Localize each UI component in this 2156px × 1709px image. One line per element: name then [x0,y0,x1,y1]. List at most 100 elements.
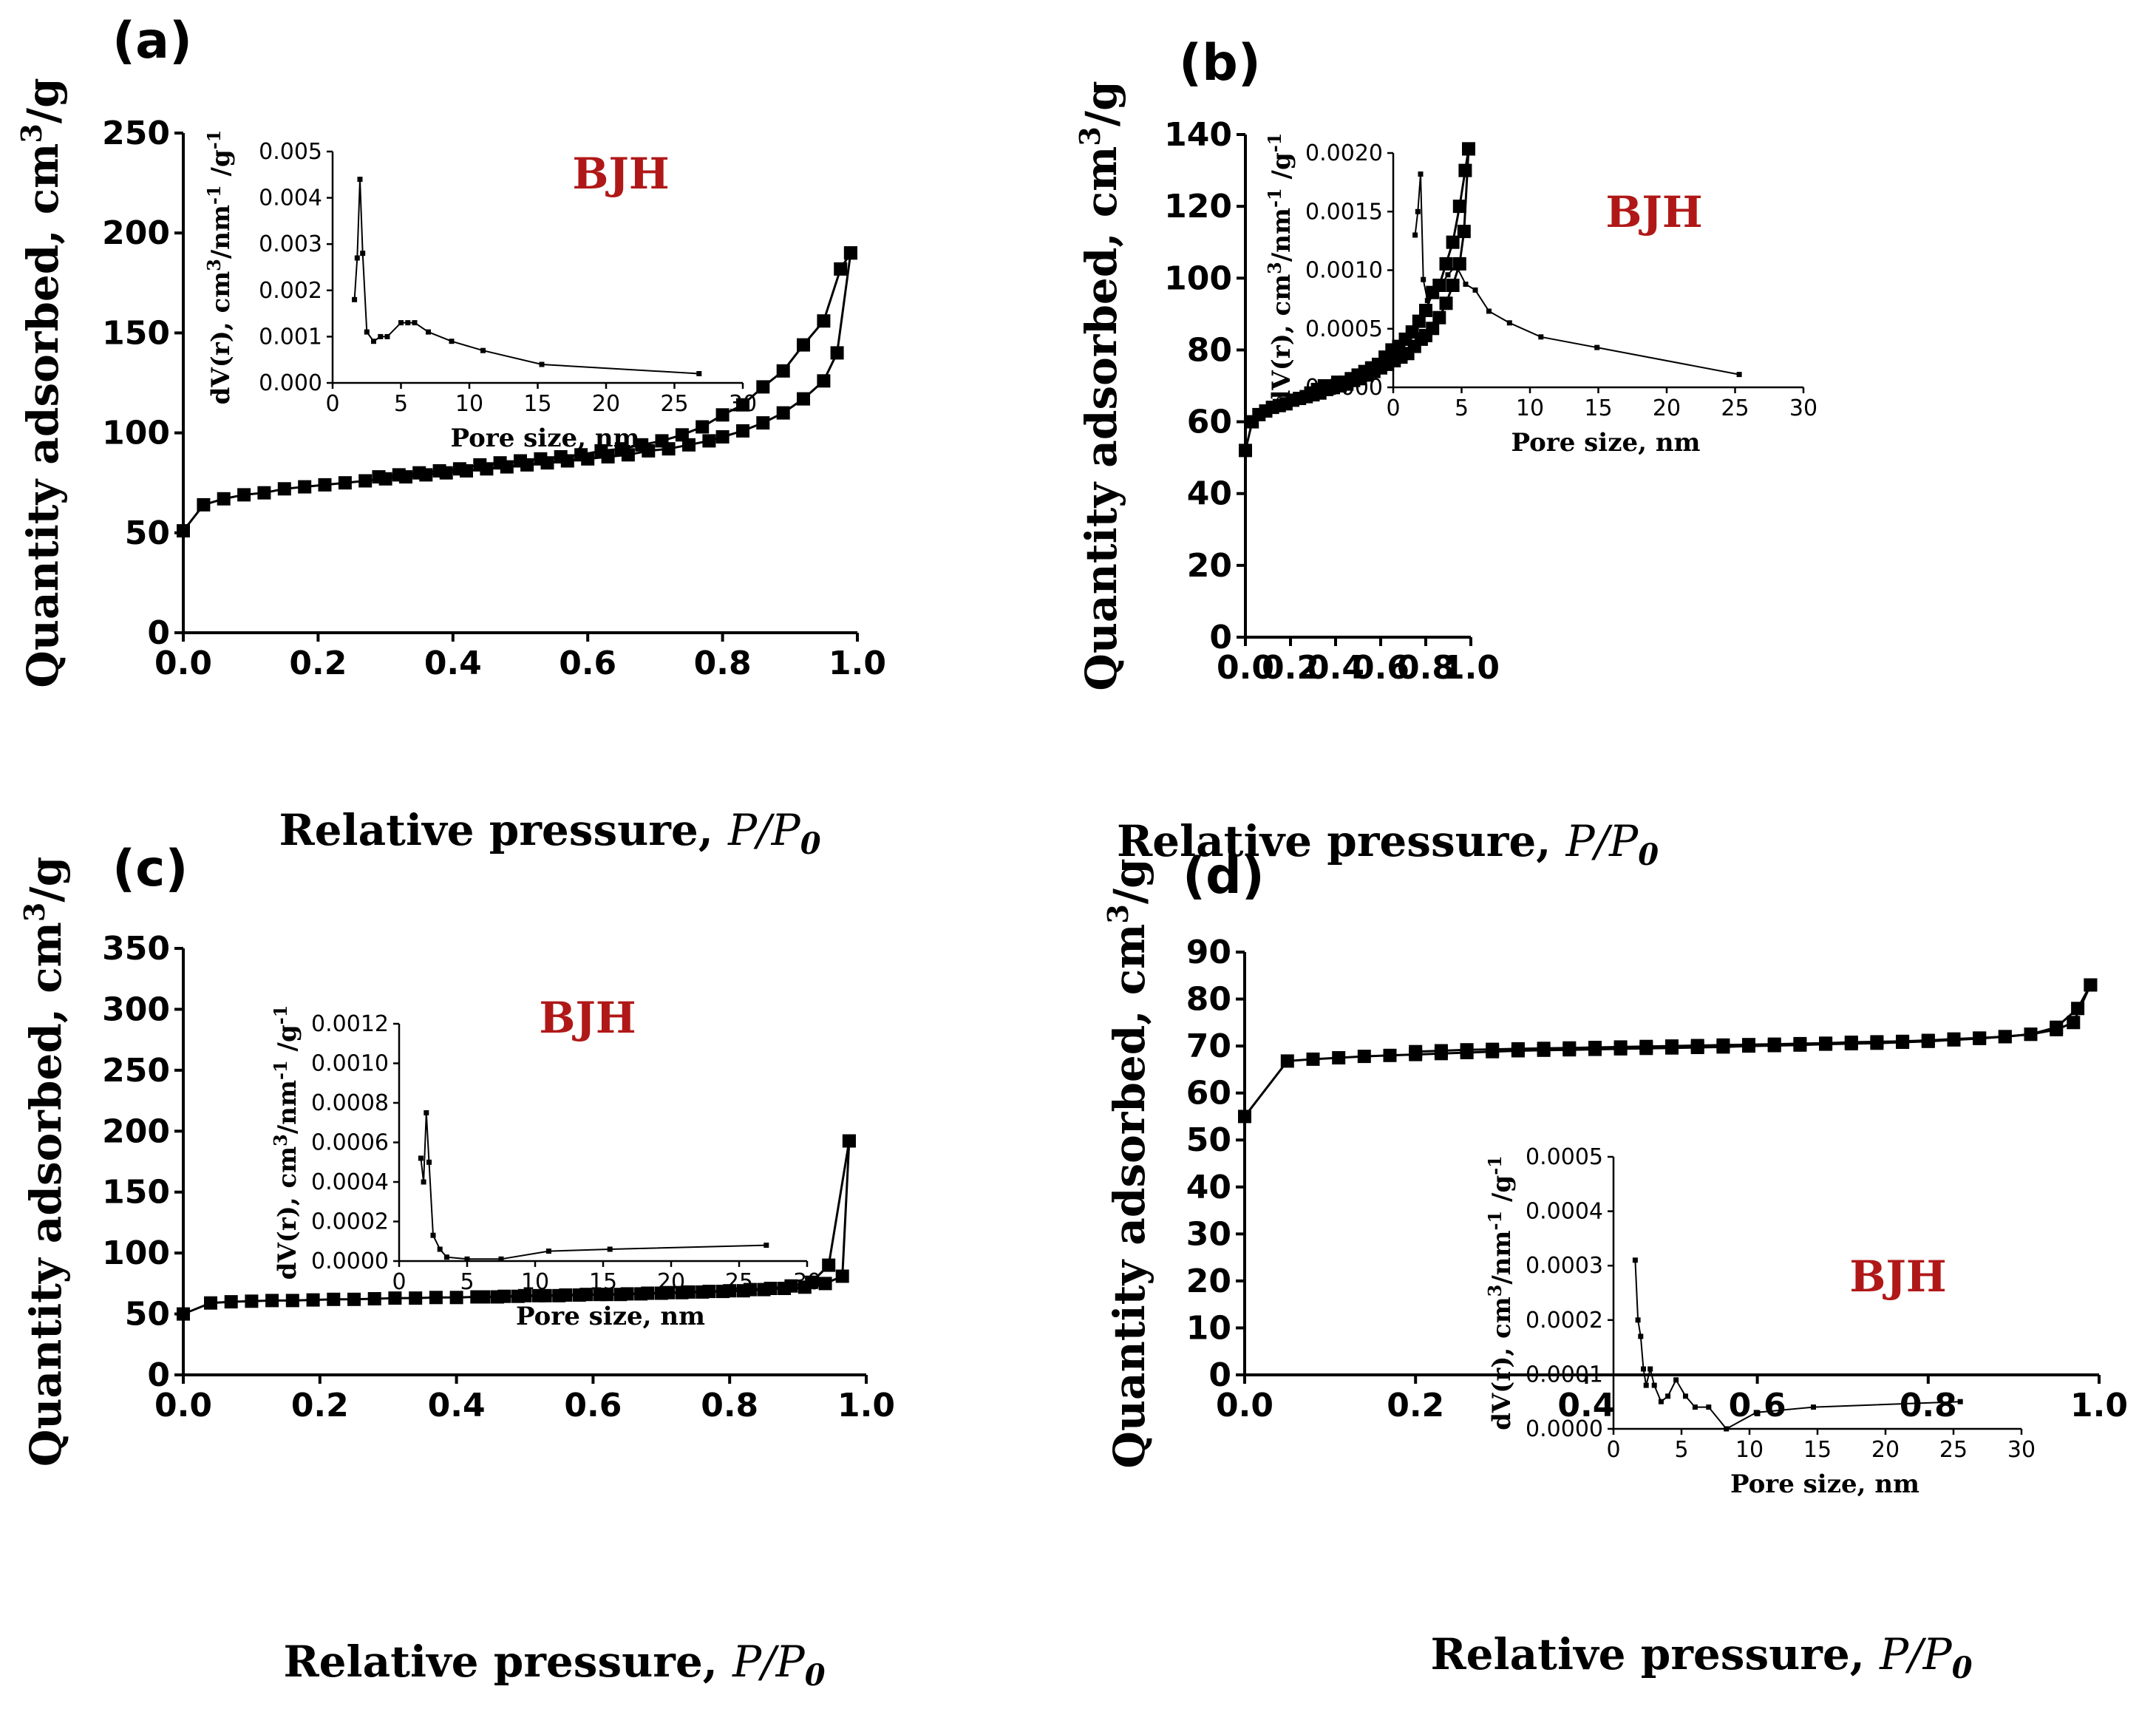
inset-y-label-text: dV(r), cm [273,1146,302,1280]
inset-pore-distribution-marker [1415,208,1421,214]
inset-pore-distribution-marker [1432,293,1437,299]
adsorption-marker [306,1293,320,1307]
main-x-tick-label: 0.2 [289,645,347,682]
main-y-tick-label: 20 [1186,1263,1231,1300]
inset-x-tick-label: 15 [1803,1437,1832,1463]
inset-pore-distribution-marker [1594,344,1600,350]
adsorption-marker [1280,1054,1294,1068]
main-y-tick-label: 100 [102,1234,170,1272]
inset-y-label-sup: 3 [270,1134,291,1146]
inset-x-tick-label: 10 [521,1269,549,1295]
y-axis-label-sup: 3 [1101,904,1135,923]
y-axis-label: Quantity adsorbed, cm3/g [1101,858,1154,1468]
inset-pore-distribution-marker [418,1155,424,1161]
desorption-marker [1947,1032,1961,1046]
adsorption-marker [1239,444,1252,458]
desorption-marker [1767,1037,1781,1051]
inset-y-label-mid: /nm [1487,1230,1517,1284]
desorption-marker [1460,1043,1474,1057]
main-x-tick-label: 0.4 [1557,1387,1615,1424]
inset-x-tick-label: 25 [660,391,688,417]
inset-pore-distribution-marker [1753,1410,1759,1416]
main-x-tick-label: 0.2 [1262,649,1319,687]
inset-y-tick-label: 0.0015 [1305,199,1383,225]
inset-pore-distribution-marker [354,255,360,261]
desorption-marker [702,1285,716,1299]
adsorption-marker [224,1295,238,1309]
inset-y-label-tail: /g [1487,1175,1517,1211]
desorption-marker [1446,235,1460,249]
x-axis-label-sub: 0 [1638,837,1659,872]
desorption-marker [696,420,710,434]
main-x-tick-label: 0.8 [701,1387,758,1424]
x-axis-label-sub: 0 [800,826,821,861]
adsorption-marker [756,416,770,430]
desorption-marker [579,1288,594,1302]
desorption-marker [1690,1039,1704,1053]
inset-x-tick-label: 10 [1735,1437,1764,1463]
inset-pore-distribution-marker [398,320,404,326]
inset-y-label-text: dV(r), cm [1267,274,1296,408]
desorption-marker [817,314,831,328]
desorption-marker [2024,1027,2038,1042]
inset-y-tick-label: 0.0002 [1526,1308,1603,1333]
adsorption-marker [1357,1050,1371,1064]
inset-pore-distribution-marker [1665,1393,1671,1399]
x-axis-label-text: Relative pressure, [1117,816,1566,866]
inset-y-label-text: dV(r), cm [1487,1297,1517,1430]
desorption-marker [1716,1038,1730,1052]
x-axis-label: Relative pressure, P/P0 [283,1637,825,1693]
y-axis-label-tail: /g [18,78,68,123]
inset-pore-distribution-marker [1486,308,1492,314]
panel-b: (b)0.00.20.40.60.81.0020406080100120140R… [1073,34,1817,872]
inset-y-axis-label: dV(r), cm3/nm-1 /g-1 [270,1005,302,1280]
main-y-tick-label: 20 [1187,547,1232,585]
inset-pore-distribution-marker [1811,1404,1816,1410]
desorption-marker [675,428,689,442]
inset-pore-distribution-marker [384,333,390,339]
inset-x-tick-label: 15 [589,1269,617,1295]
adsorption-marker [367,1292,381,1305]
inset-y-tick-label: 0.0005 [1305,316,1383,342]
inset-pore-distribution-marker [1638,1333,1644,1339]
main-y-tick-label: 300 [102,991,170,1028]
inset-y-tick-label: 0.0005 [1526,1144,1603,1170]
inset-pore-distribution-marker [1453,262,1459,268]
inset-x-tick-label: 25 [1939,1437,1968,1463]
desorption-marker [1462,142,1475,156]
desorption-marker [715,408,730,422]
desorption-marker [655,434,669,448]
desorption-marker [681,1285,696,1299]
desorption-marker [372,470,386,484]
inset-pore-distribution-marker [405,320,411,326]
desorption-marker [594,444,608,458]
main-x-tick-label: 0.6 [559,645,616,682]
inset-pore-distribution-marker [1632,1257,1638,1263]
inset-y-label-mid: /nm [206,205,236,259]
inset-y-tick-label: 0.0012 [311,1011,389,1037]
inset-y-tick-label: 0.0000 [1526,1416,1603,1442]
inset-x-tick-label: 25 [1721,395,1749,421]
inset-y-label-tail: /g [206,149,236,185]
inset-y-tick-label: 0.000 [259,370,322,396]
main-x-tick-label: 0.4 [428,1387,486,1424]
inset-x-tick-label: 25 [725,1269,753,1295]
adsorption-marker [265,1294,279,1308]
desorption-marker [554,450,568,463]
inset-x-tick-label: 0 [325,391,339,417]
adsorption-marker [1306,1052,1320,1066]
adsorption-marker [429,1291,443,1305]
desorption-marker [1439,256,1453,271]
inset-pore-distribution-marker [1736,372,1742,378]
inset-pore-distribution-marker [1647,1366,1653,1372]
desorption-marker [805,1275,819,1289]
inset-y-label-mid: /nm [273,1080,302,1134]
inset-x-axis-label: Pore size, nm [1730,1470,1919,1499]
adsorption-marker [1383,1048,1397,1062]
desorption-marker [1458,163,1472,177]
inset-pore-distribution-marker [426,1159,432,1165]
bjh-label: BJH [572,149,669,199]
main-x-tick-label: 0.0 [1217,649,1274,687]
desorption-marker [843,246,857,260]
desorption-marker [477,1290,491,1304]
